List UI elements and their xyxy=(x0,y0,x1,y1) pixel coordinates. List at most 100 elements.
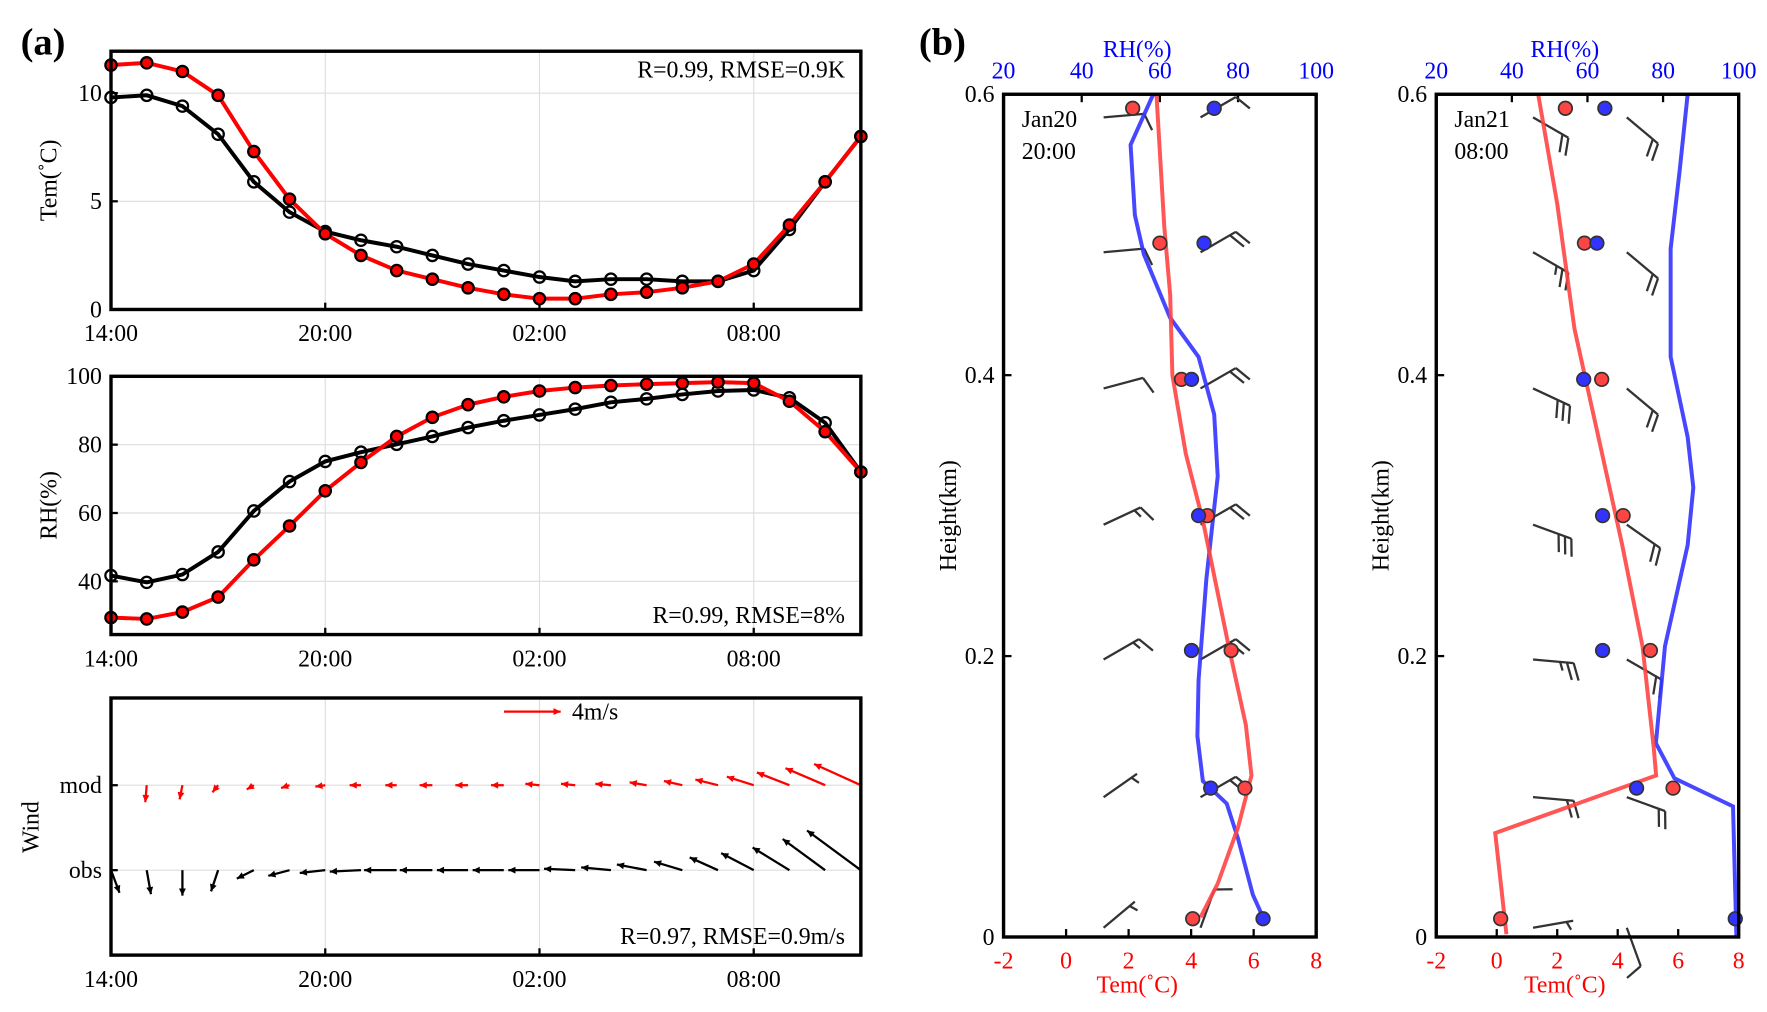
mod-marker xyxy=(782,394,797,409)
rh-tick-label: 60 xyxy=(1576,58,1600,84)
arrow-head xyxy=(721,853,730,860)
mod-marker xyxy=(604,287,618,302)
a-rh-axes xyxy=(104,374,868,637)
panel-label-b: (b) xyxy=(919,22,966,64)
arrow-head xyxy=(142,794,150,803)
barb-full xyxy=(1555,399,1559,419)
barb-full xyxy=(1229,370,1245,384)
y-axis-label: Height(km) xyxy=(936,460,962,571)
barb-full xyxy=(1235,230,1251,245)
panel-label-a: (a) xyxy=(21,22,66,64)
mod-marker xyxy=(461,281,475,295)
x-tick-label: 14:00 xyxy=(84,967,138,993)
mod-marker xyxy=(175,64,190,79)
y-axis-label: RH(%) xyxy=(37,471,63,540)
y-axis-label: Height(km) xyxy=(1369,460,1395,571)
arrow-head xyxy=(689,857,698,864)
tem-tick-label: 6 xyxy=(1672,949,1684,975)
stats-annotation: R=0.99, RMSE=0.9K xyxy=(637,57,845,83)
obs-wind-arrow xyxy=(472,866,504,874)
obs-marker xyxy=(496,263,511,278)
barb-full xyxy=(1650,143,1660,162)
tem-model-line xyxy=(1493,93,1659,935)
tem-obs-marker xyxy=(1223,642,1239,659)
obs-marker xyxy=(354,233,368,248)
mod-marker xyxy=(568,291,582,306)
obs-marker xyxy=(568,402,582,416)
mod-marker xyxy=(604,378,618,393)
arrow-head xyxy=(629,780,638,787)
barb-staff xyxy=(1103,247,1145,254)
rh-obs-marker xyxy=(1255,911,1271,927)
mod-wind-arrow xyxy=(525,781,540,788)
obs-line xyxy=(110,387,863,585)
tem-tick-label: 2 xyxy=(1123,949,1135,975)
rh-obs-marker xyxy=(1206,100,1222,116)
wind-barb-left xyxy=(1102,900,1139,929)
barb-full xyxy=(1645,273,1654,292)
tem-obs-marker xyxy=(1237,780,1253,796)
mod-wind-arrow xyxy=(177,784,185,800)
arrow-head xyxy=(146,886,154,895)
obs-wind-arrow xyxy=(209,869,220,892)
plot-frame xyxy=(1001,92,1318,939)
barb-half xyxy=(1132,641,1141,650)
mod-marker xyxy=(318,226,333,241)
b-jan21-profile xyxy=(1434,92,1743,979)
arrow-shaft xyxy=(806,829,862,872)
arrow-head xyxy=(212,784,220,793)
barb-full xyxy=(1229,506,1245,521)
barb-staff xyxy=(1626,116,1659,145)
mod-marker xyxy=(746,376,761,390)
mod-marker xyxy=(211,590,225,604)
arrow-head xyxy=(210,883,217,892)
arrow-head xyxy=(726,775,735,783)
barb-full xyxy=(1649,543,1656,563)
tem-tick-label: -2 xyxy=(994,949,1014,975)
tem-tick-label: 0 xyxy=(1491,949,1503,975)
tem-obs-marker xyxy=(1576,235,1593,251)
mod-wind-arrow xyxy=(663,779,683,787)
arrow-head xyxy=(472,866,480,874)
tem-axis-label: Tem(˚C) xyxy=(1096,972,1178,998)
barb-full xyxy=(1626,965,1642,979)
mod-marker xyxy=(354,248,368,263)
obs-marker xyxy=(461,420,475,435)
mod-marker xyxy=(389,429,404,444)
wind-barb-right xyxy=(1626,387,1660,433)
arrow-head xyxy=(595,781,603,788)
time-label: 20:00 xyxy=(1022,139,1076,165)
arrow-head xyxy=(695,777,704,785)
mod-marker xyxy=(425,272,440,286)
mod-wind-arrow xyxy=(385,781,397,789)
mod-marker xyxy=(711,274,725,289)
rh-tick-label: 80 xyxy=(1651,58,1675,84)
wind-barb-left xyxy=(1103,638,1154,661)
tem-tick-label: 0 xyxy=(1060,949,1072,975)
plot-frame xyxy=(1434,92,1741,939)
wind-barb-left xyxy=(1532,387,1572,424)
barb-full xyxy=(1139,506,1155,521)
rh-tick-label: 40 xyxy=(1070,58,1094,84)
rh-axis-label: RH(%) xyxy=(1530,37,1599,63)
x-tick-label: 08:00 xyxy=(727,321,781,347)
tem-tick-label: 8 xyxy=(1733,949,1745,975)
tem-obs-marker xyxy=(1185,911,1201,927)
barb-full xyxy=(1143,248,1154,266)
mod-wind-arrow xyxy=(211,784,220,793)
obs-wind-arrow xyxy=(268,869,290,878)
key-arrow xyxy=(504,708,561,716)
arrow-head xyxy=(364,866,372,874)
y-tick-label: mod xyxy=(60,773,102,799)
arrow-head xyxy=(491,781,499,789)
rh-axis-label: RH(%) xyxy=(1103,37,1172,63)
mod-wind-arrow xyxy=(756,771,790,787)
rh-model-line xyxy=(1128,93,1265,919)
obs-wind-arrow xyxy=(689,856,719,872)
barb-full xyxy=(1645,409,1654,428)
y-tick-label: 0.2 xyxy=(965,644,995,670)
mod-wind-arrow xyxy=(315,782,326,790)
mod-marker xyxy=(389,263,404,278)
obs-wind-arrow xyxy=(399,866,433,874)
